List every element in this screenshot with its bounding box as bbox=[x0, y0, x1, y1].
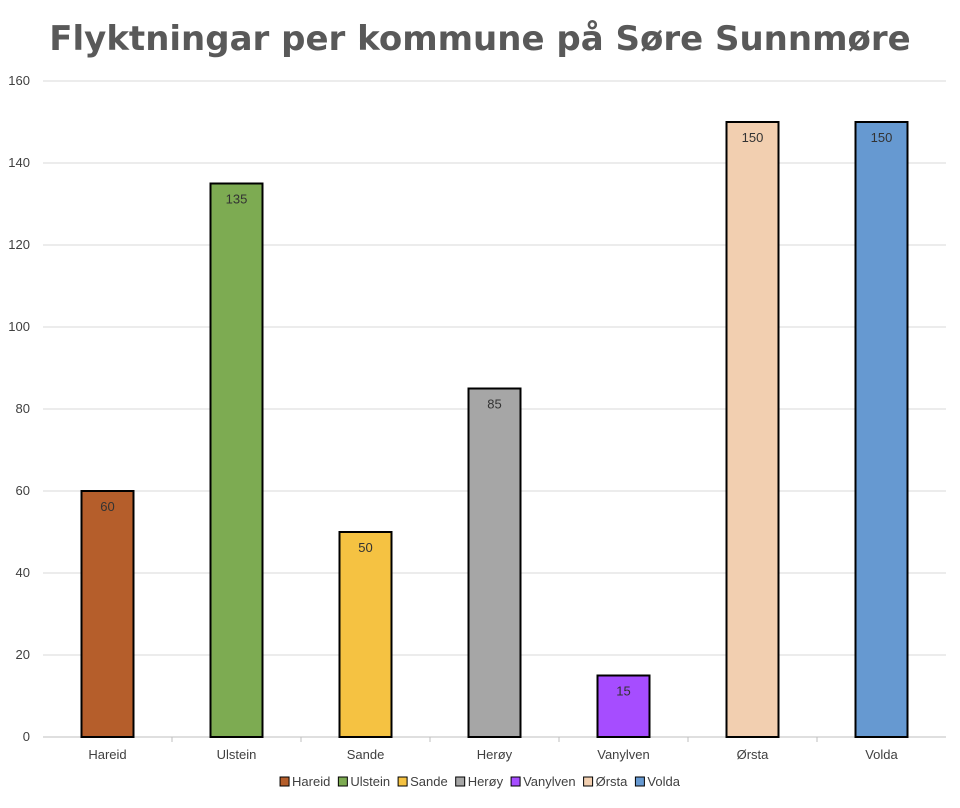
data-label: 50 bbox=[358, 540, 372, 555]
legend-label: Sande bbox=[410, 774, 448, 789]
x-axis: Hareid Ulstein Sande Herøy Vanylven Ørsta Vold… bbox=[88, 737, 899, 762]
bar-volda bbox=[854, 121, 909, 738]
data-label: 150 bbox=[742, 130, 764, 145]
legend-swatch bbox=[583, 776, 594, 787]
legend-label: Herøy bbox=[468, 774, 504, 789]
data-label: 60 bbox=[100, 499, 114, 514]
legend: Hareid Ulstein Sande Herøy Vanylven Ørsta Vold… bbox=[279, 774, 681, 789]
legend-label: Ørsta bbox=[596, 774, 629, 789]
legend-swatch bbox=[510, 776, 521, 787]
legend-label: Volda bbox=[647, 774, 680, 789]
legend-label: Hareid bbox=[292, 774, 330, 789]
chart-title: Flyktningar per kommune på Søre Sunnmøre bbox=[49, 19, 910, 59]
x-tick-label: Ørsta bbox=[737, 747, 770, 762]
y-tick-label: 80 bbox=[16, 401, 30, 416]
y-tick-label: 100 bbox=[8, 319, 30, 334]
bar-ørsta bbox=[725, 121, 780, 738]
y-tick-label: 160 bbox=[8, 73, 30, 88]
bar-herøy bbox=[467, 387, 522, 738]
bar-ulstein bbox=[209, 182, 264, 738]
y-tick-label: 0 bbox=[23, 729, 30, 744]
bars: 60 135 50 85 15 150 150 bbox=[80, 121, 909, 738]
legend-item-hareid: Hareid bbox=[279, 774, 330, 789]
legend-swatch bbox=[397, 776, 408, 787]
y-tick-label: 140 bbox=[8, 155, 30, 170]
bar-hareid bbox=[80, 490, 135, 738]
x-tick-label: Ulstein bbox=[217, 747, 257, 762]
x-tick-label: Hareid bbox=[88, 747, 126, 762]
data-label: 15 bbox=[616, 684, 630, 699]
x-tick-label: Vanylven bbox=[597, 747, 650, 762]
y-tick-label: 60 bbox=[16, 483, 30, 498]
x-tick-label: Herøy bbox=[477, 747, 513, 762]
legend-item-herøy: Herøy bbox=[455, 774, 504, 789]
legend-item-ulstein: Ulstein bbox=[337, 774, 390, 789]
data-label: 135 bbox=[226, 192, 248, 207]
legend-swatch bbox=[279, 776, 290, 787]
legend-swatch bbox=[455, 776, 466, 787]
data-label: 150 bbox=[871, 130, 893, 145]
legend-swatch bbox=[337, 776, 348, 787]
y-tick-label: 20 bbox=[16, 647, 30, 662]
legend-item-ørsta: Ørsta bbox=[583, 774, 629, 789]
bar-sande bbox=[338, 531, 393, 738]
data-label: 85 bbox=[487, 397, 501, 412]
y-axis: 0 20 40 60 80 100 120 140 160 bbox=[8, 73, 30, 744]
y-tick-label: 40 bbox=[16, 565, 30, 580]
bar-vanylven bbox=[596, 674, 651, 738]
x-tick-label: Volda bbox=[865, 747, 898, 762]
legend-item-volda: Volda bbox=[634, 774, 681, 789]
legend-label: Vanylven bbox=[523, 774, 576, 789]
legend-swatch bbox=[634, 776, 645, 787]
legend-label: Ulstein bbox=[350, 774, 390, 789]
y-tick-label: 120 bbox=[8, 237, 30, 252]
legend-item-sande: Sande bbox=[397, 774, 448, 789]
x-tick-label: Sande bbox=[347, 747, 385, 762]
legend-item-vanylven: Vanylven bbox=[510, 774, 576, 789]
